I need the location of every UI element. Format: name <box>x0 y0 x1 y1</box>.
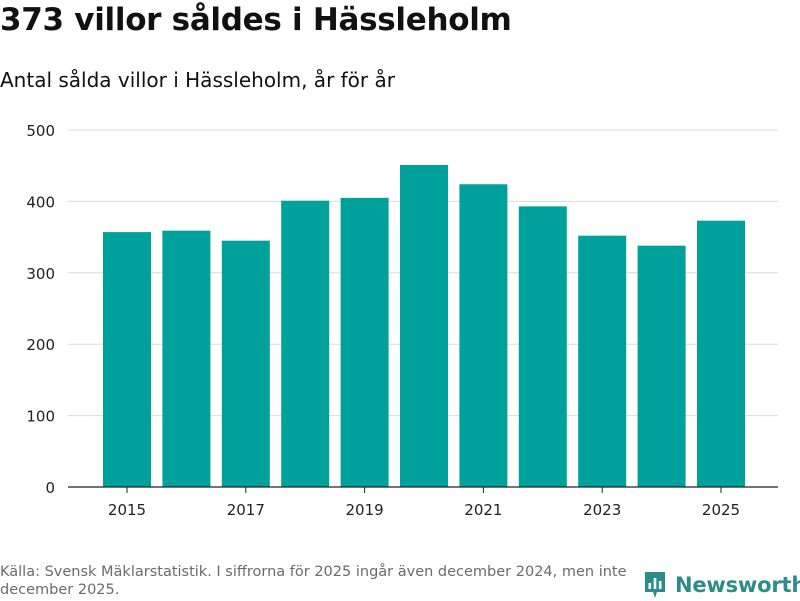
bar-2022[interactable] <box>518 206 567 487</box>
x-tick-label-2025: 2025 <box>702 501 740 519</box>
y-tick-label-500: 500 <box>26 122 55 140</box>
bar-2020[interactable] <box>400 164 448 487</box>
brand-name: Newsworthy <box>675 573 800 597</box>
x-tick-label-2015: 2015 <box>108 501 146 519</box>
source-note: Källa: Svensk Mäklarstatistik. I siffror… <box>0 564 627 598</box>
x-tick-label-2021: 2021 <box>464 501 502 519</box>
x-axis-ticks: 2015 2017 2019 2021 2023 2025 <box>108 487 740 519</box>
bar-2015[interactable] <box>103 232 151 487</box>
y-tick-label-200: 200 <box>26 336 55 354</box>
newsworthy-logo-icon <box>645 572 665 598</box>
bars <box>103 164 745 488</box>
y-axis-labels: 0 100 200 300 400 500 <box>26 122 55 497</box>
y-tick-label-400: 400 <box>26 193 55 211</box>
x-tick-label-2017: 2017 <box>227 501 265 519</box>
bar-2018[interactable] <box>281 200 330 487</box>
bar-2023[interactable] <box>578 235 627 487</box>
y-tick-label-100: 100 <box>26 408 55 426</box>
bar-2017[interactable] <box>221 240 270 487</box>
x-tick-label-2023: 2023 <box>583 501 621 519</box>
y-tick-label-300: 300 <box>26 265 55 283</box>
y-tick-label-0: 0 <box>45 479 55 497</box>
bar-2025[interactable] <box>697 220 745 488</box>
chart-title: 373 villor såldes i Hässleholm <box>0 2 512 38</box>
x-tick-label-2019: 2019 <box>346 501 384 519</box>
brand-logo[interactable]: Newsworthy <box>643 569 800 601</box>
bar-2021[interactable] <box>459 184 508 487</box>
bar-2019[interactable] <box>340 197 389 487</box>
bar-2024[interactable] <box>637 245 686 487</box>
chart-subtitle: Antal sålda villor i Hässleholm, år för … <box>0 68 395 92</box>
bar-2016[interactable] <box>162 230 211 487</box>
